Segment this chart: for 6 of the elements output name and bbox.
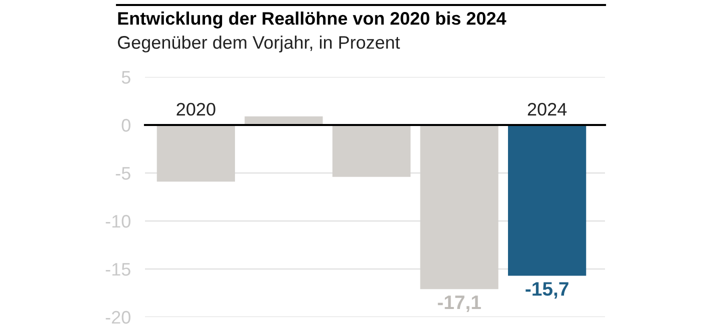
x-tick-label: 2024 [528, 102, 567, 116]
chart-subtitle: Gegenüber dem Vorjahr, in Prozent [118, 36, 400, 52]
chart-title: Entwicklung der Reallöhne von 2020 bis 2024 [118, 12, 506, 28]
data-label: -15,7 [526, 282, 568, 299]
data-label: -17,1 [438, 296, 481, 312]
x-tick-label: 2020 [176, 102, 216, 116]
